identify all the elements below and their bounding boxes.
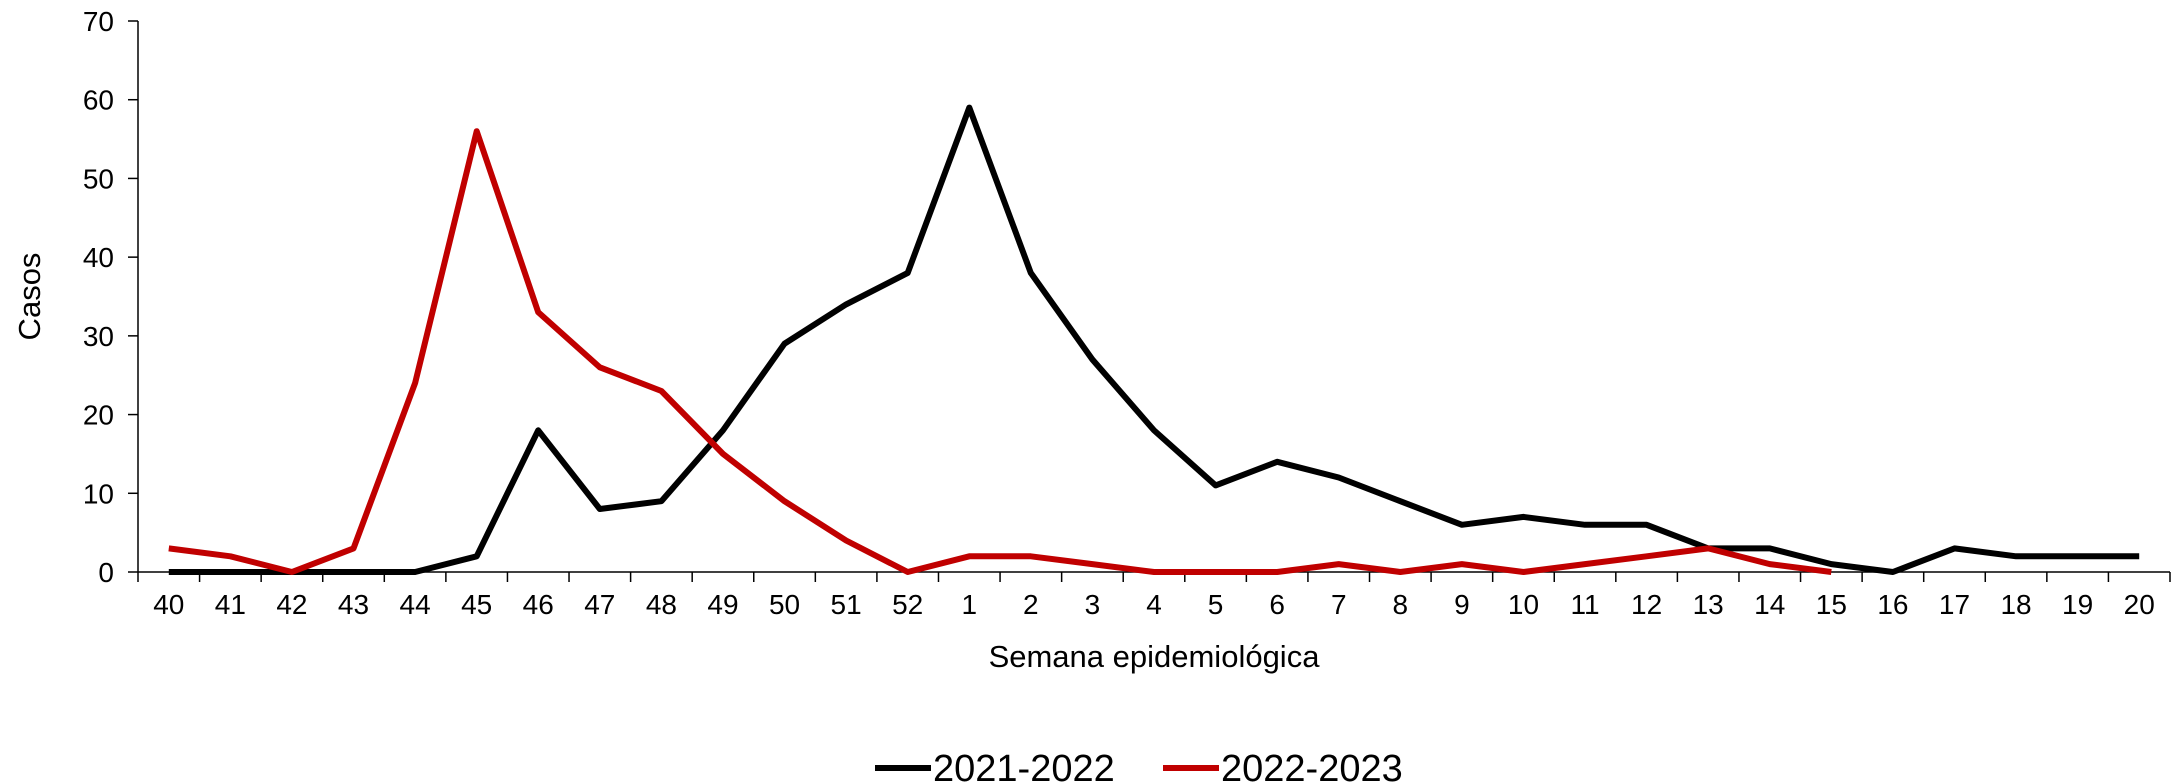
y-tick-label: 30 <box>83 321 114 352</box>
y-tick-label: 50 <box>83 163 114 194</box>
x-tick-label: 4 <box>1146 589 1162 620</box>
x-tick-label: 49 <box>707 589 738 620</box>
x-tick-label: 40 <box>153 589 184 620</box>
y-tick-label: 0 <box>98 557 114 588</box>
x-tick-label: 45 <box>461 589 492 620</box>
x-tick-label: 16 <box>1877 589 1908 620</box>
x-tick-label: 1 <box>961 589 977 620</box>
legend-label: 2021-2022 <box>933 748 1115 784</box>
y-tick-label: 40 <box>83 242 114 273</box>
x-tick-label: 6 <box>1269 589 1285 620</box>
x-tick-label: 8 <box>1393 589 1409 620</box>
x-tick-label: 52 <box>892 589 923 620</box>
x-tick-label: 10 <box>1508 589 1539 620</box>
x-tick-label: 9 <box>1454 589 1470 620</box>
x-tick-label: 15 <box>1816 589 1847 620</box>
x-tick-label: 20 <box>2124 589 2155 620</box>
y-tick-label: 20 <box>83 400 114 431</box>
x-tick-label: 46 <box>523 589 554 620</box>
x-tick-label: 13 <box>1693 589 1724 620</box>
legend-label: 2022-2023 <box>1221 748 1403 784</box>
x-tick-label: 11 <box>1570 589 1599 620</box>
x-tick-label: 7 <box>1331 589 1347 620</box>
x-tick-label: 51 <box>831 589 862 620</box>
x-tick-label: 14 <box>1754 589 1785 620</box>
y-tick-label: 60 <box>83 85 114 116</box>
x-tick-label: 19 <box>2062 589 2093 620</box>
x-tick-label: 5 <box>1208 589 1224 620</box>
x-tick-label: 17 <box>1939 589 1970 620</box>
legend: 2021-2022 2022-2023 <box>875 748 1403 784</box>
x-tick-label: 47 <box>584 589 615 620</box>
x-tick-label: 18 <box>2000 589 2031 620</box>
y-tick-label: 70 <box>83 6 114 37</box>
x-tick-label: 50 <box>769 589 800 620</box>
x-tick-label: 42 <box>276 589 307 620</box>
x-tick-label: 43 <box>338 589 369 620</box>
x-axis-title: Semana epidemiológica <box>989 639 1321 674</box>
x-tick-label: 48 <box>646 589 677 620</box>
y-axis-title: Casos <box>12 253 47 341</box>
series-lines <box>168 104 2140 575</box>
x-tick-label: 44 <box>400 589 431 620</box>
x-tick-label: 3 <box>1085 589 1101 620</box>
x-tick-label: 12 <box>1631 589 1662 620</box>
x-tick-label: 41 <box>215 589 246 620</box>
y-tick-label: 10 <box>83 478 114 509</box>
series-line-2022-2023 <box>168 128 1832 575</box>
x-tick-label: 2 <box>1023 589 1039 620</box>
